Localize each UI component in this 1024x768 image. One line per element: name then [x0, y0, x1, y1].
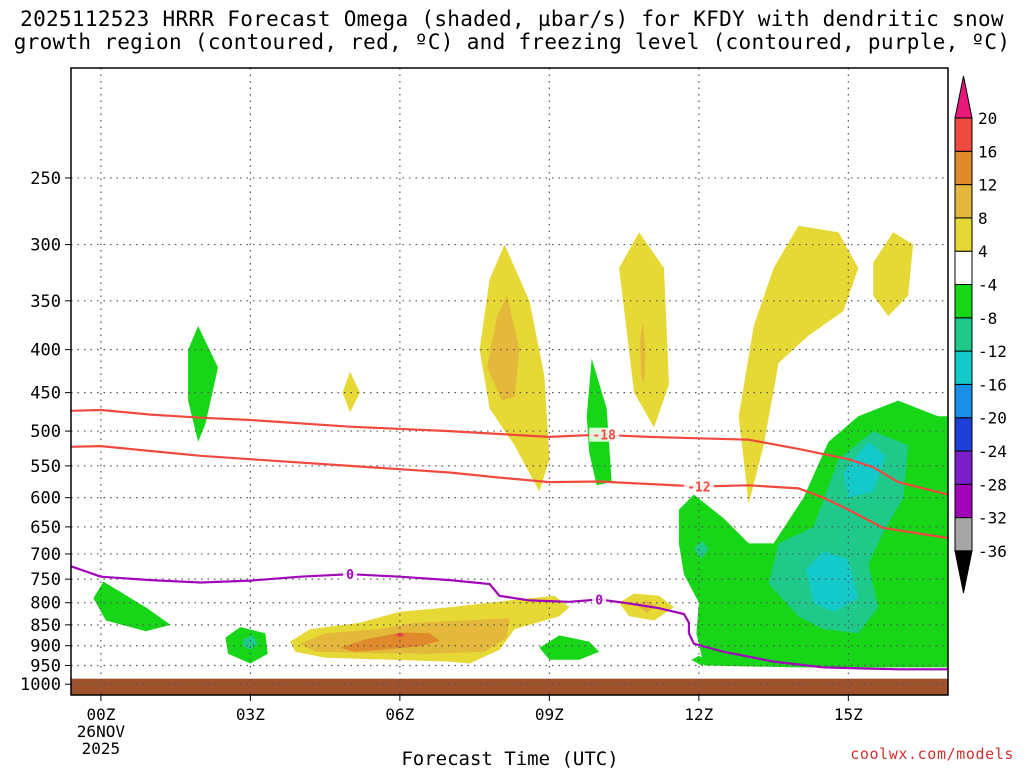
colorbar-box-1 — [954, 517, 973, 552]
colorbar-legend: -36 -32 -28 -24 -20 -16 -12 -8 -4 4 8 12 16 20 — [954, 75, 1007, 593]
y-tick-label-500: 500 — [30, 422, 61, 442]
y-tick-label-950: 950 — [30, 656, 61, 676]
y-tick-label-700: 700 — [30, 545, 61, 565]
x-tick-date: 26NOV — [77, 722, 126, 741]
y-tick-label-300: 300 — [30, 236, 61, 256]
surface-layer — [71, 678, 948, 695]
colorbar-label-12: 12 — [978, 176, 997, 195]
colorbar-label-4: 4 — [978, 242, 988, 261]
colorbar-label--4: -4 — [978, 276, 997, 295]
y-tick-label-350: 350 — [30, 292, 61, 312]
colorbar-label--36: -36 — [978, 542, 1007, 561]
omega-region-16 — [806, 551, 859, 612]
contour-label-bg — [592, 592, 607, 607]
colorbar-box-10 — [954, 217, 973, 252]
colorbar-label-8: 8 — [978, 209, 988, 228]
x-tick-label-00Z: 00Z — [86, 705, 115, 724]
grid-lines — [71, 68, 948, 695]
colorbar-label--12: -12 — [978, 342, 1007, 361]
omega-region-9 — [93, 581, 171, 632]
x-tick-label-09Z: 09Z — [535, 705, 564, 724]
omega-region-2 — [619, 232, 669, 428]
omega-region-12 — [539, 635, 600, 660]
colorbar-label-16: 16 — [978, 142, 997, 161]
y-axis: 2503003504004505005506006507007508008509… — [20, 169, 71, 695]
x-tick-year: 2025 — [82, 739, 121, 758]
colorbar-label--8: -8 — [978, 309, 997, 328]
contour-label-bg — [683, 479, 714, 494]
y-tick-label-900: 900 — [30, 637, 61, 657]
colorbar-bottom-arrow — [954, 550, 973, 593]
colorbar-box-11 — [954, 184, 973, 219]
x-axis-label: Forecast Time (UTC) — [401, 748, 618, 768]
colorbar-box-4 — [954, 417, 973, 452]
chart-title: 2025112523 HRRR Forecast Omega (shaded, … — [0, 8, 1024, 54]
contour-dgz-lower — [71, 444, 948, 540]
colorbar-label--16: -16 — [978, 375, 1007, 394]
chart-title-line-1: 2025112523 HRRR Forecast Omega (shaded, … — [20, 7, 1004, 31]
colorbar-box-6 — [954, 350, 973, 385]
plot-frame — [70, 67, 949, 696]
omega-region-5 — [873, 232, 914, 317]
contour-lines: -18 -12 0 0 — [71, 408, 948, 671]
colorbar-label--32: -32 — [978, 509, 1007, 528]
omega-region-17 — [843, 441, 886, 498]
colorbar-box-12 — [954, 150, 973, 186]
colorbar-box-3 — [954, 450, 973, 485]
chart-title-line-2: growth region (contoured, red, ºC) and f… — [13, 30, 1011, 54]
colorbar-label--20: -20 — [978, 409, 1007, 428]
contour-label-bg — [343, 567, 358, 582]
omega-region-3 — [640, 321, 646, 385]
colorbar-box-2 — [954, 483, 973, 519]
contour-label-dgz-upper: -18 — [592, 429, 616, 444]
y-tick-label-250: 250 — [30, 169, 61, 189]
omega-shading — [71, 225, 948, 695]
y-tick-label-450: 450 — [30, 384, 61, 404]
contour-dgz-upper — [71, 408, 948, 496]
omega-region-8 — [586, 358, 612, 486]
contour-label-freezing-level-2: 0 — [595, 594, 603, 609]
y-tick-label-650: 650 — [30, 518, 61, 538]
y-tick-label-600: 600 — [30, 489, 61, 509]
colorbar-top-arrow — [954, 75, 973, 119]
colorbar-box-5 — [954, 383, 973, 419]
y-tick-label-800: 800 — [30, 594, 61, 614]
x-tick-label-06Z: 06Z — [385, 705, 414, 724]
y-tick-label-850: 850 — [30, 616, 61, 636]
colorbar-box-13 — [954, 117, 973, 152]
colorbar-label--28: -28 — [978, 475, 1007, 494]
contour-freezing-level — [71, 565, 948, 671]
y-tick-label-400: 400 — [30, 341, 61, 361]
omega-region-4 — [738, 225, 859, 504]
x-tick-label-03Z: 03Z — [236, 705, 265, 724]
x-tick-label-12Z: 12Z — [684, 705, 713, 724]
contour-label-dgz-lower: -12 — [687, 481, 710, 496]
omega-region-21 — [340, 632, 440, 652]
colorbar-box-7 — [954, 317, 973, 352]
colorbar-box-9 — [954, 250, 973, 285]
omega-region-18 — [693, 540, 709, 560]
x-tick-label-15Z: 15Z — [834, 705, 863, 724]
y-tick-label-550: 550 — [30, 457, 61, 477]
colorbar-label--24: -24 — [978, 442, 1007, 461]
contour-label-freezing-level: 0 — [346, 568, 354, 583]
omega-region-1 — [487, 295, 520, 401]
colorbar-label-20: 20 — [978, 109, 997, 128]
colorbar-box-8 — [954, 284, 973, 319]
contour-label-bg — [589, 427, 620, 442]
omega-region-7 — [188, 326, 218, 442]
y-tick-label-750: 750 — [30, 570, 61, 590]
credit-text: coolwx.com/models — [850, 745, 1014, 763]
y-tick-label-1000: 1000 — [20, 675, 61, 695]
